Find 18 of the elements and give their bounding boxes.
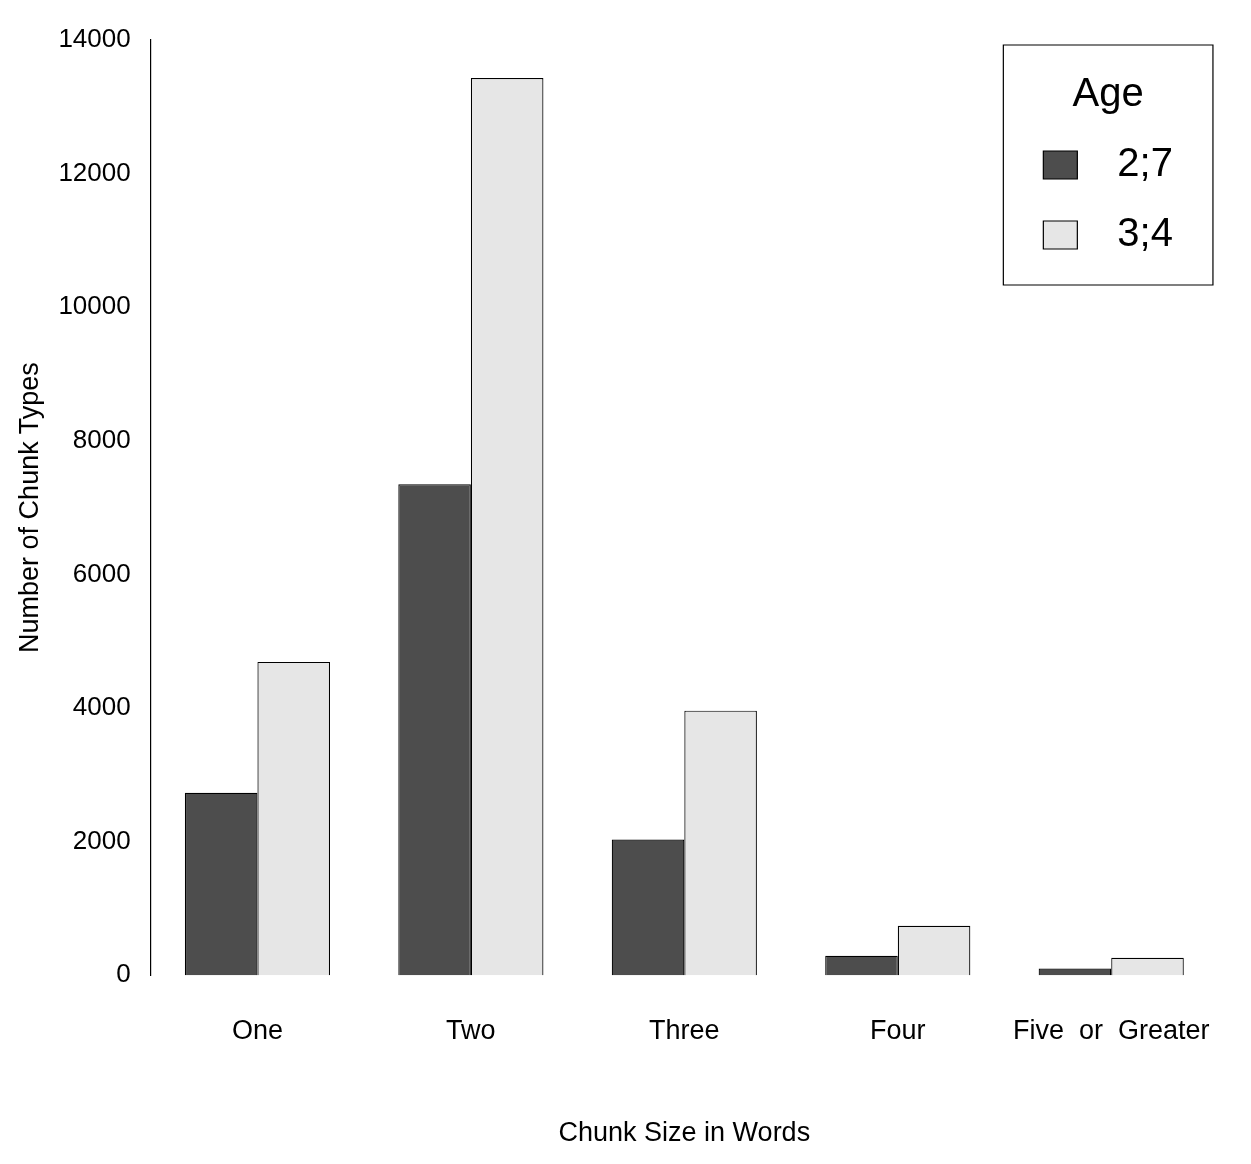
y-axis-title: Number of Chunk Types xyxy=(13,362,44,653)
legend-label: 2;7 xyxy=(1117,140,1173,185)
y-tick-label: 6000 xyxy=(72,557,131,588)
x-tick-label: Four xyxy=(870,1014,926,1045)
x-axis-title: Chunk Size in Words xyxy=(558,1117,811,1148)
x-tick-label: Two xyxy=(446,1014,496,1045)
y-tick-label: 14000 xyxy=(58,23,131,54)
y-tick-label: 12000 xyxy=(58,156,131,187)
y-tick-label: 4000 xyxy=(72,691,131,722)
legend-title: Age xyxy=(1072,70,1144,115)
y-tick-label: 8000 xyxy=(72,423,131,454)
y-tick-label: 2000 xyxy=(72,824,131,855)
legend-label: 3;4 xyxy=(1117,210,1173,255)
x-tick-label: Five or Greater xyxy=(1012,1014,1210,1045)
y-tick-label: 10000 xyxy=(58,290,131,321)
x-tick-label: One xyxy=(231,1014,283,1045)
x-tick-label: Three xyxy=(649,1014,720,1045)
y-tick-label: 0 xyxy=(116,958,131,989)
